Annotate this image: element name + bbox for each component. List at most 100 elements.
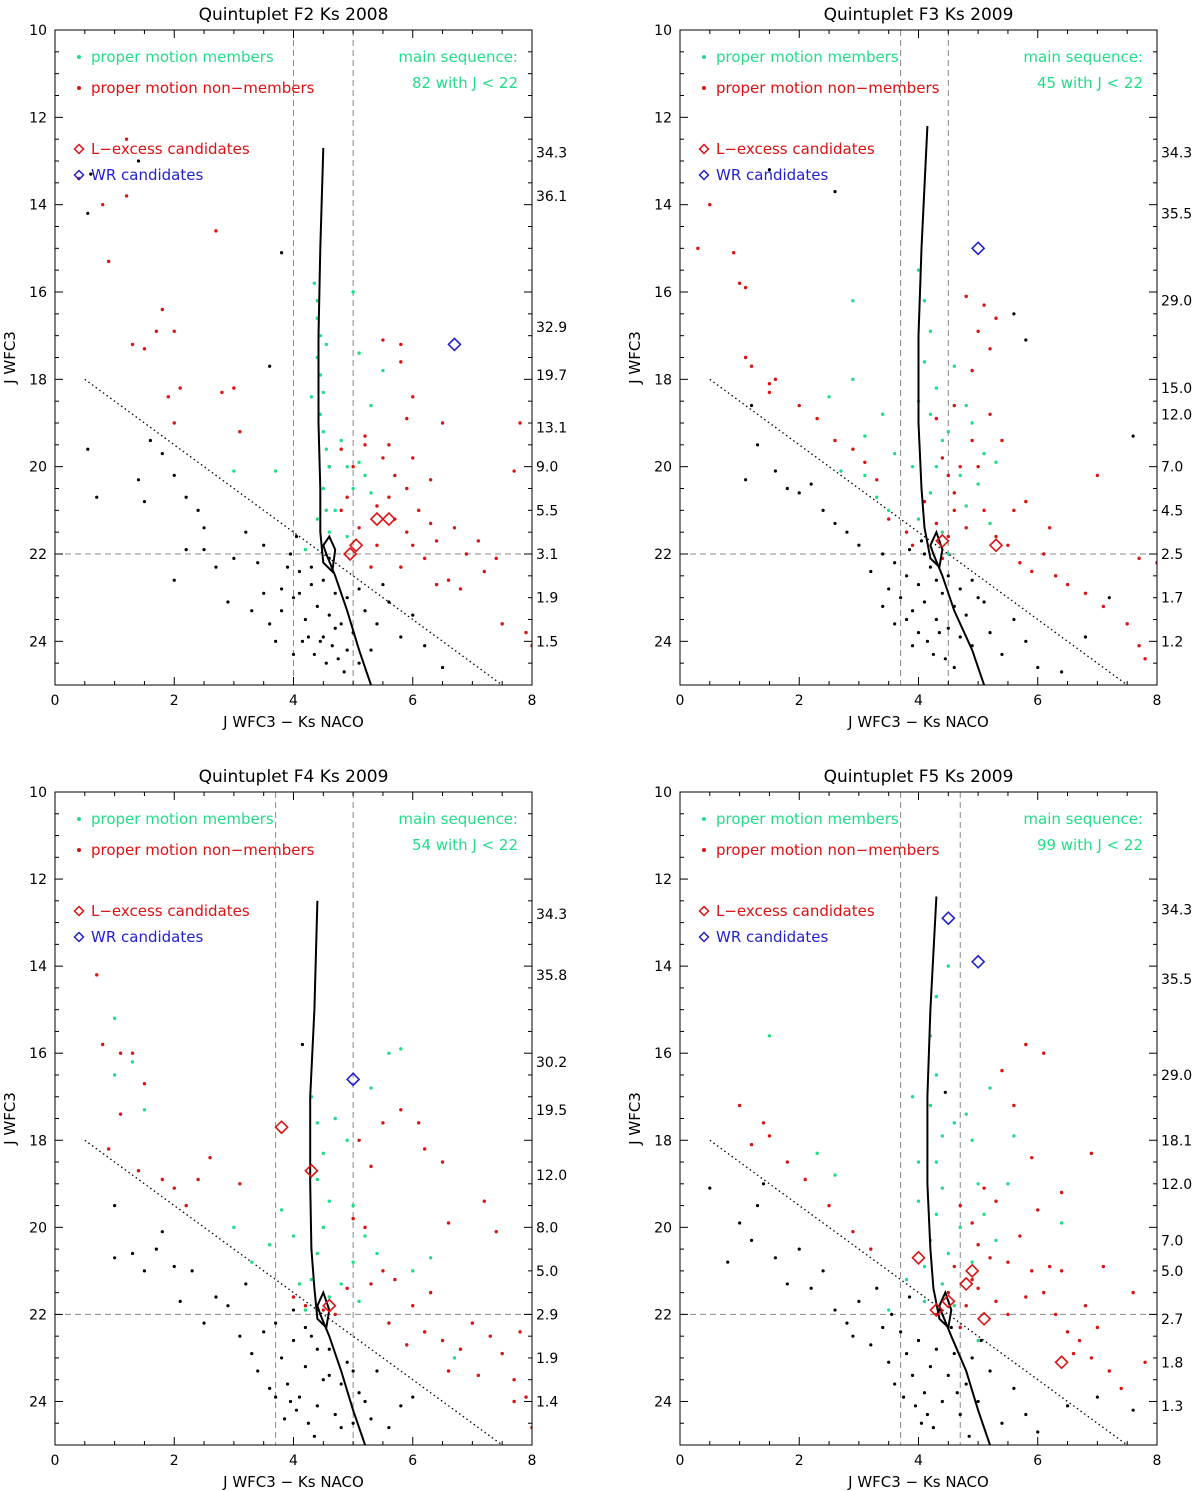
- field-star-point: [369, 1417, 373, 1421]
- nonmember-point: [1089, 1151, 1094, 1156]
- field-star-point: [250, 609, 254, 613]
- nonmember-point: [476, 539, 481, 543]
- nonmember-point: [434, 582, 439, 587]
- field-star-point: [887, 1360, 891, 1364]
- nonmember-point: [1137, 644, 1141, 648]
- member-point: [934, 1073, 939, 1077]
- member-point: [351, 486, 355, 491]
- legend-lexcess: L−excess candidates: [91, 140, 250, 158]
- y-tick-label: 12: [654, 872, 672, 888]
- chart-title: Quintuplet F5 Ks 2009: [824, 767, 1014, 787]
- wr-marker: [970, 241, 986, 256]
- field-star-point: [86, 447, 90, 451]
- member-point: [369, 403, 373, 408]
- legend-wr: WR candidates: [716, 166, 828, 184]
- field-star-point: [1000, 652, 1004, 657]
- mass-label: 4.5: [1161, 503, 1183, 519]
- nonmember-point: [785, 1160, 790, 1164]
- y-tick-label: 18: [29, 1133, 47, 1149]
- legend-nonmembers: proper motion non−members: [716, 841, 940, 859]
- nonmember-point: [1143, 657, 1147, 661]
- field-star-point: [196, 508, 200, 512]
- member-point: [827, 395, 831, 399]
- mass-label: 9.0: [536, 460, 558, 476]
- member-point: [351, 290, 355, 294]
- legend-member-symbol: [702, 817, 706, 821]
- nonmember-point: [1083, 1303, 1088, 1308]
- nonmember-point: [982, 303, 986, 307]
- field-star-point: [113, 1256, 117, 1260]
- dotted-line: [84, 378, 503, 685]
- y-tick-label: 24: [29, 1394, 47, 1410]
- y-tick-label: 16: [29, 1046, 47, 1062]
- field-star-point: [226, 600, 230, 604]
- member-point: [904, 1277, 909, 1282]
- member-point: [357, 1299, 361, 1304]
- field-star-point: [904, 1351, 909, 1356]
- field-star-point: [130, 1251, 135, 1256]
- member-point: [952, 1303, 956, 1308]
- nonmember-point: [1047, 1264, 1052, 1269]
- member-point: [976, 1182, 980, 1186]
- legend-wr: WR candidates: [91, 166, 203, 184]
- nonmember-point: [518, 1330, 522, 1334]
- field-star-point: [297, 1395, 302, 1399]
- nonmember-point: [482, 1199, 486, 1203]
- nonmember-point: [946, 473, 951, 478]
- member-point: [309, 1277, 314, 1282]
- field-star-point: [357, 587, 361, 591]
- field-star-point: [1000, 1421, 1004, 1425]
- dotted-line: [709, 1139, 1128, 1445]
- member-point: [297, 1282, 302, 1286]
- field-star-point: [303, 617, 308, 622]
- x-tick-label: 2: [170, 693, 179, 709]
- field-star-point: [934, 1347, 938, 1351]
- dotted-line: [84, 1139, 503, 1445]
- nonmember-point: [970, 438, 974, 443]
- field-star-point: [300, 1042, 305, 1047]
- member-point: [452, 1356, 457, 1360]
- mass-label: 34.3: [536, 907, 567, 923]
- member-point: [940, 1186, 945, 1190]
- member-point: [351, 1203, 355, 1208]
- field-star-point: [797, 491, 801, 495]
- field-star-point: [294, 534, 299, 539]
- member-point: [345, 464, 349, 469]
- member-point: [994, 1238, 998, 1243]
- field-star-point: [952, 665, 956, 670]
- mass-label: 2.7: [1161, 1312, 1183, 1328]
- field-star-point: [244, 1282, 248, 1286]
- field-star-point: [970, 578, 974, 582]
- nonmember-point: [1125, 622, 1129, 626]
- nonmember-point: [393, 473, 397, 478]
- lexcess-marker: [988, 538, 1004, 553]
- plot-frame: [54, 29, 533, 686]
- field-star-point: [899, 596, 903, 600]
- field-star-point: [279, 1356, 284, 1360]
- field-star-point: [315, 604, 319, 609]
- member-point: [988, 1086, 992, 1090]
- member-point: [315, 1177, 320, 1182]
- field-star-point: [288, 1399, 293, 1404]
- legend-lexcess-symbol: [73, 905, 85, 917]
- nonmember-point: [339, 508, 343, 513]
- nonmember-point: [749, 1142, 754, 1147]
- nonmember-point: [1042, 552, 1046, 556]
- ms-count: 82 with J < 22: [412, 74, 518, 92]
- field-star-point: [89, 172, 93, 176]
- member-point: [863, 434, 867, 438]
- nonmember-point: [952, 403, 956, 408]
- nonmember-point: [1053, 1312, 1058, 1317]
- mass-label: 1.9: [536, 591, 558, 607]
- field-star-point: [178, 1299, 182, 1303]
- field-star-point: [988, 1369, 992, 1373]
- nonmember-point: [434, 539, 439, 543]
- field-star-point: [214, 565, 218, 569]
- lexcess-marker: [381, 511, 397, 527]
- member-point: [940, 530, 945, 534]
- member-point: [363, 473, 367, 478]
- field-star-point: [148, 438, 152, 443]
- field-star-point: [288, 552, 293, 556]
- mass-label: 32.9: [536, 320, 567, 336]
- y-tick-label: 10: [654, 23, 672, 39]
